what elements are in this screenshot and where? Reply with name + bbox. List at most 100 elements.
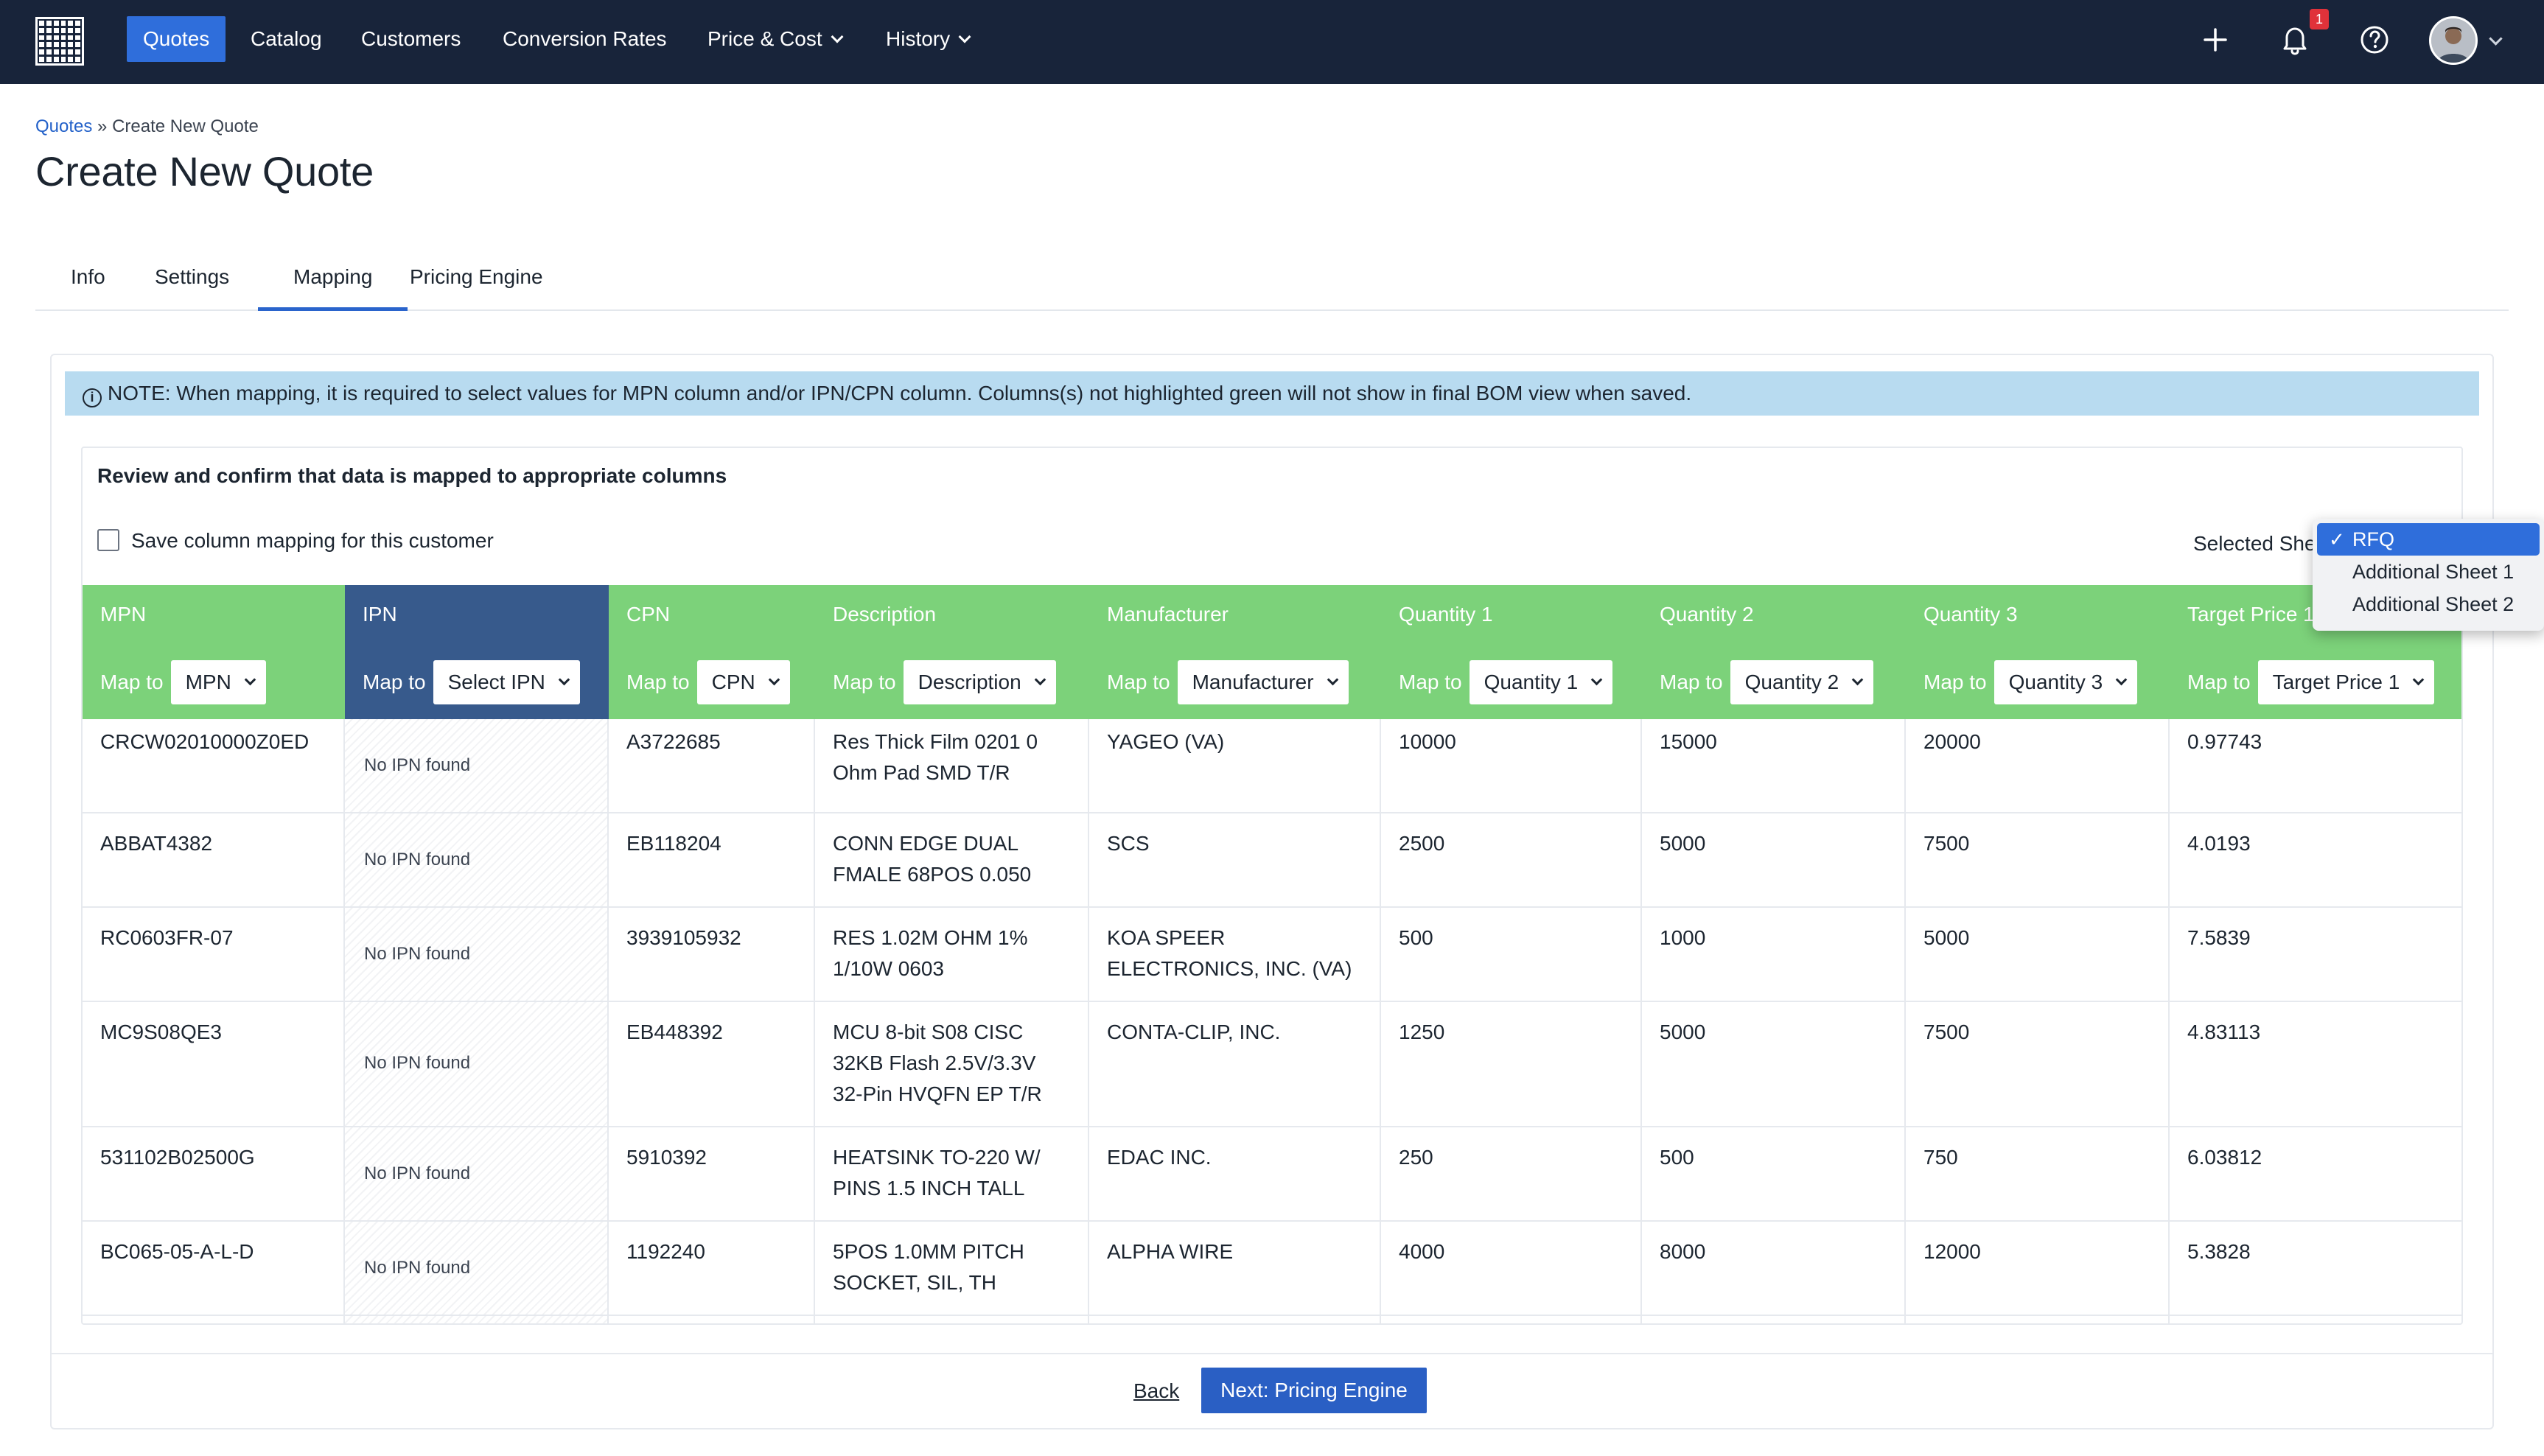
ipn-empty-text: No IPN found bbox=[364, 755, 471, 775]
tab-info[interactable]: Info bbox=[35, 249, 141, 311]
cell-quantity-1 bbox=[1381, 1316, 1642, 1323]
map-to-label: Map to bbox=[2187, 671, 2251, 693]
map-to-select-mpn[interactable]: MPN bbox=[170, 660, 266, 704]
mapping-card bbox=[81, 447, 2463, 1325]
table-row: 531102B02500G No IPN found 5910392 HEATS… bbox=[83, 1127, 2461, 1222]
breadcrumb-quotes-link[interactable]: Quotes bbox=[35, 116, 93, 136]
nav-history[interactable]: History bbox=[870, 16, 985, 62]
cell-quantity-2: 5000 bbox=[1642, 1002, 1906, 1126]
tab-mapping[interactable]: Mapping bbox=[258, 249, 408, 311]
sheet-option-rfq[interactable]: ✓ RFQ bbox=[2317, 523, 2540, 556]
cell-quantity-3 bbox=[1906, 1316, 2170, 1323]
chevron-down-icon[interactable] bbox=[2489, 32, 2503, 46]
help-icon[interactable] bbox=[2355, 21, 2394, 59]
cell-ipn: No IPN found bbox=[345, 1002, 609, 1126]
map-to-row: Map to Manufacturer bbox=[1107, 660, 1349, 704]
cell-ipn bbox=[345, 1316, 609, 1323]
column-header-manufacturer: Manufacturer Map to Manufacturer bbox=[1089, 585, 1381, 719]
cell-target-price-1: 6.03812 bbox=[2187, 1146, 2262, 1169]
column-header-ipn: IPN Map to Select IPN bbox=[345, 585, 609, 719]
cell-manufacturer bbox=[1089, 1316, 1381, 1323]
cell-manufacturer: ALPHA WIRE bbox=[1089, 1222, 1381, 1315]
map-to-select-cpn[interactable]: CPN bbox=[696, 660, 790, 704]
info-icon: i bbox=[83, 388, 102, 407]
chevron-down-icon bbox=[2115, 673, 2128, 685]
column-title: Quantity 2 bbox=[1660, 603, 1754, 626]
cell-quantity-1: 1250 bbox=[1381, 1002, 1642, 1126]
tab-settings-label: Settings bbox=[155, 265, 230, 288]
map-to-select-quantity-2[interactable]: Quantity 2 bbox=[1730, 660, 1874, 704]
cell-mpn bbox=[83, 1316, 345, 1323]
cell-quantity-2: 5000 bbox=[1642, 813, 1906, 906]
map-to-label: Map to bbox=[1399, 671, 1462, 693]
cell-quantity-3: 750 bbox=[1906, 1127, 2170, 1220]
table-row: MC9S08QE3 No IPN found EB448392 MCU 8-bi… bbox=[83, 1002, 2461, 1127]
map-to-select-target-price-1[interactable]: Target Price 1 bbox=[2257, 660, 2435, 704]
mapping-note: i NOTE: When mapping, it is required to s… bbox=[65, 371, 2479, 416]
save-mapping-checkbox[interactable] bbox=[97, 528, 119, 551]
cell-target-price-1: 4.0193 bbox=[2187, 832, 2251, 855]
nav-price-cost[interactable]: Price & Cost bbox=[691, 16, 858, 62]
map-to-select-quantity-1[interactable]: Quantity 1 bbox=[1469, 660, 1613, 704]
tab-pricing-engine[interactable]: Pricing Engine bbox=[374, 249, 579, 311]
column-header-mpn: MPN Map to MPN bbox=[83, 585, 345, 719]
breadcrumb-current: Create New Quote bbox=[112, 116, 259, 136]
table-row: ABBAT4382 No IPN found EB118204 CONN EDG… bbox=[83, 813, 2461, 908]
column-title: Quantity 3 bbox=[1923, 603, 2018, 626]
map-to-select-description[interactable]: Description bbox=[903, 660, 1056, 704]
column-title: Quantity 1 bbox=[1399, 603, 1493, 626]
nav-customers[interactable]: Customers bbox=[345, 16, 477, 62]
nav-price-cost-label: Price & Cost bbox=[707, 27, 822, 50]
tab-bar: Info Settings Mapping Pricing Engine bbox=[35, 249, 2509, 311]
page-title: Create New Quote bbox=[35, 148, 374, 195]
ipn-empty-text: No IPN found bbox=[364, 1258, 471, 1278]
map-to-row: Map to Select IPN bbox=[363, 660, 580, 704]
sheet-option-label: Additional Sheet 1 bbox=[2352, 561, 2515, 583]
map-to-row: Map to MPN bbox=[100, 660, 266, 704]
apps-grid-icon[interactable] bbox=[35, 17, 84, 66]
map-to-select-ipn[interactable]: Select IPN bbox=[433, 660, 580, 704]
nav-catalog[interactable]: Catalog bbox=[234, 16, 338, 62]
cell-cpn: EB118204 bbox=[609, 813, 815, 906]
cell-description: RES 1.02M OHM 1% 1/10W 0603 bbox=[815, 908, 1089, 1001]
cell-quantity-2: 1000 bbox=[1642, 908, 1906, 1001]
bell-icon[interactable] bbox=[2276, 21, 2314, 59]
cell-ipn: No IPN found bbox=[345, 813, 609, 906]
column-header-quantity-3: Quantity 3 Map to Quantity 3 bbox=[1906, 585, 2170, 719]
map-to-row: Map to Target Price 1 bbox=[2187, 660, 2435, 704]
top-navbar: Quotes Catalog Customers Conversion Rate… bbox=[0, 0, 2544, 84]
sheet-option-additional-sheet-1[interactable]: Additional Sheet 1 bbox=[2317, 556, 2540, 588]
cell-cpn bbox=[609, 1316, 815, 1323]
column-header-cpn: CPN Map to CPN bbox=[609, 585, 815, 719]
map-to-select-value: Select IPN bbox=[447, 671, 545, 693]
map-to-label: Map to bbox=[1660, 671, 1723, 693]
column-header-quantity-1: Quantity 1 Map to Quantity 1 bbox=[1381, 585, 1642, 719]
cell-quantity-3: 7500 bbox=[1906, 813, 2170, 906]
map-to-select-manufacturer[interactable]: Manufacturer bbox=[1177, 660, 1349, 704]
map-to-select-quantity-3[interactable]: Quantity 3 bbox=[1993, 660, 2138, 704]
save-mapping-row: Save column mapping for this customer bbox=[97, 528, 494, 553]
nav-quotes[interactable]: Quotes bbox=[127, 16, 226, 62]
cell-cpn: EB448392 bbox=[609, 1002, 815, 1126]
plus-icon[interactable] bbox=[2196, 21, 2234, 59]
nav-quotes-label: Quotes bbox=[143, 27, 210, 50]
map-to-row: Map to CPN bbox=[626, 660, 790, 704]
next-pricing-engine-button[interactable]: Next: Pricing Engine bbox=[1201, 1368, 1427, 1413]
chevron-down-icon bbox=[244, 673, 256, 685]
sheet-select-dropdown[interactable]: ✓ RFQ Additional Sheet 1 Additional Sheet… bbox=[2313, 519, 2544, 631]
checkmark-icon: ✓ bbox=[2329, 528, 2345, 550]
sheet-option-additional-sheet-2[interactable]: Additional Sheet 2 bbox=[2317, 588, 2540, 620]
tab-settings[interactable]: Settings bbox=[119, 249, 265, 311]
cell-manufacturer: SCS bbox=[1089, 813, 1381, 906]
cell-ipn: No IPN found bbox=[345, 1127, 609, 1220]
column-title: IPN bbox=[363, 603, 397, 626]
cell-quantity-1: 2500 bbox=[1381, 813, 1642, 906]
cell-quantity-1: 500 bbox=[1381, 908, 1642, 1001]
nav-conversion-rates[interactable]: Conversion Rates bbox=[486, 16, 683, 62]
back-link[interactable]: Back bbox=[1133, 1379, 1180, 1402]
map-to-label: Map to bbox=[1107, 671, 1170, 693]
avatar[interactable] bbox=[2429, 16, 2478, 65]
cell-target-price-1: 7.5839 bbox=[2187, 926, 2251, 949]
map-to-label: Map to bbox=[363, 671, 426, 693]
map-to-select-value: Quantity 3 bbox=[2008, 671, 2103, 693]
